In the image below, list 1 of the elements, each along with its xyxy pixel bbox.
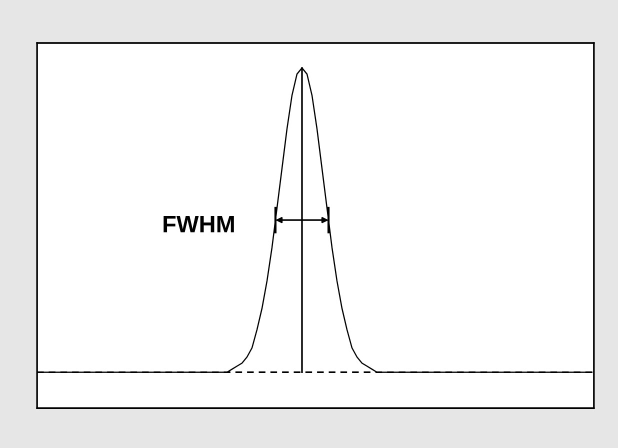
annotation: FWHM — [164, 216, 234, 232]
